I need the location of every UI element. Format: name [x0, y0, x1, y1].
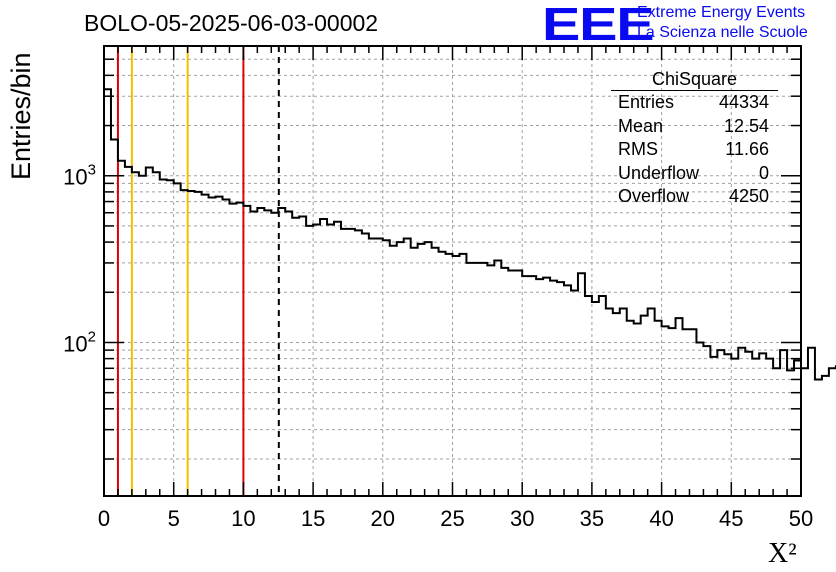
- stats-value: 44334: [718, 92, 769, 112]
- stats-row-entries: Entries 44334: [611, 91, 778, 115]
- stats-value: 11.66: [725, 139, 769, 159]
- axis-ticks: [103, 46, 802, 496]
- y-tick-exponent: 3: [88, 162, 96, 179]
- eee-logo: EEE: [542, 0, 655, 50]
- stats-key: Mean: [618, 115, 664, 136]
- stats-row-rms: RMS 11.66: [611, 138, 778, 162]
- grid-lines: [104, 46, 801, 496]
- stats-value: 0: [758, 162, 769, 183]
- x-tick-label: 10: [231, 506, 255, 531]
- stats-row-underflow: Underflow 0: [611, 162, 778, 186]
- stats-value: 4250: [728, 186, 769, 206]
- stats-row-overflow: Overflow 4250: [611, 185, 778, 209]
- x-tick-label: 20: [371, 506, 395, 531]
- stats-box: ChiSquare Entries 44334 Mean 12.54 RMS 1…: [611, 68, 778, 209]
- y-tick-base: 10: [63, 165, 87, 190]
- plot-frame: [103, 45, 802, 497]
- marker-lines: [116, 46, 280, 496]
- x-axis-label: X²: [768, 538, 797, 569]
- stats-key: RMS: [618, 139, 658, 159]
- x-tick-label: 5: [168, 506, 180, 531]
- x-tick-label: 30: [510, 506, 534, 531]
- y-axis-label: Entries/bin: [6, 52, 36, 180]
- x-tick-label: 15: [301, 506, 325, 531]
- stats-row-mean: Mean 12.54: [611, 115, 778, 139]
- stats-value: 12.54: [723, 115, 769, 136]
- logo-subtitle-line2: La Scienza nelle Scuole: [637, 24, 808, 41]
- x-tick-label: 35: [580, 506, 604, 531]
- stats-key: Overflow: [618, 186, 690, 206]
- stats-title: ChiSquare: [611, 68, 778, 91]
- x-tick-label: 40: [649, 506, 673, 531]
- stats-key: Entries: [618, 92, 675, 112]
- x-tick-label: 25: [440, 506, 464, 531]
- y-tick-base: 10: [63, 331, 87, 356]
- logo-subtitle-line1: Extreme Energy Events: [637, 4, 806, 21]
- histogram-series: [104, 88, 836, 381]
- x-tick-label: 50: [789, 506, 813, 531]
- y-tick-label: 103: [63, 162, 96, 190]
- y-tick-exponent: 2: [88, 328, 96, 345]
- y-tick-label: 102: [63, 328, 96, 356]
- x-tick-label: 45: [719, 506, 743, 531]
- x-tick-labels: 0 5 10 15 20 25 30 35 40 45 50: [98, 506, 813, 531]
- x-tick-label: 0: [98, 506, 110, 531]
- chart-title: BOLO-05-2025-06-03-00002: [84, 10, 379, 36]
- stats-key: Underflow: [618, 162, 700, 183]
